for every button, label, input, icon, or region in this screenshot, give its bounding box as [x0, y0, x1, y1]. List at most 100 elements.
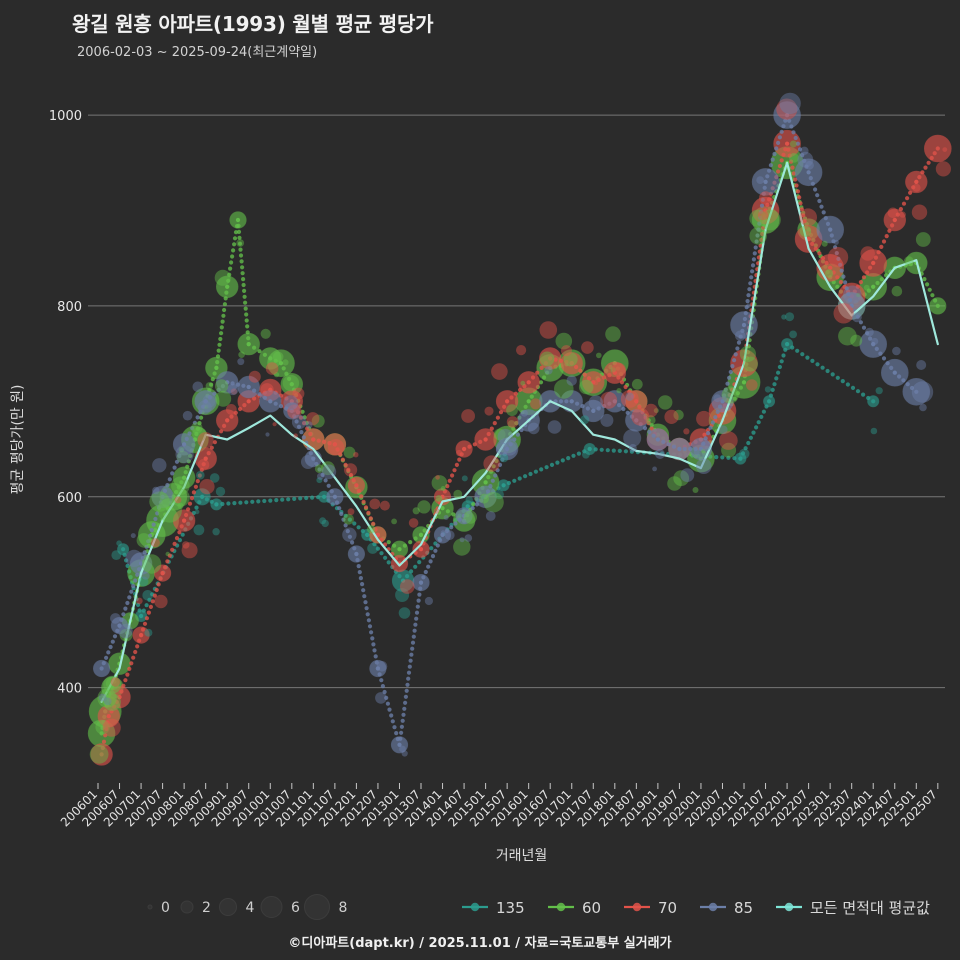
series-dot [350, 540, 355, 545]
series-dot [347, 534, 352, 539]
bubble-marker [301, 455, 315, 469]
bubble-marker [827, 247, 849, 268]
bubble-marker [805, 160, 814, 170]
chart-legend[interactable]: 0 2 4 6 8 135 60 70 85 모든 면적대 평균값 [0, 888, 960, 928]
series-dot [861, 325, 867, 330]
series-dot [776, 169, 781, 174]
bubble-marker [850, 334, 863, 347]
bubble-marker [287, 404, 302, 419]
legend-size-bubble[interactable] [147, 904, 153, 910]
bubble-marker [720, 396, 727, 403]
bubble-marker [631, 407, 650, 426]
series-dot [549, 462, 555, 467]
bubble-marker [459, 537, 465, 543]
bubble-marker [230, 388, 238, 395]
bubble-marker [182, 541, 190, 549]
series-dot [423, 569, 428, 575]
bubble-marker [743, 356, 758, 372]
series-dot [194, 505, 199, 510]
series-dot [825, 368, 830, 374]
legend-series-marker[interactable] [556, 902, 566, 912]
bubble-marker [181, 542, 198, 559]
series-dot [409, 652, 414, 657]
series-dot [810, 358, 815, 363]
series-dot [103, 733, 108, 738]
legend-series-marker[interactable] [784, 902, 794, 912]
series-dot [124, 558, 129, 563]
series-dot [209, 382, 214, 387]
series-dot [172, 465, 177, 470]
series-dot [406, 670, 412, 675]
series-dot [155, 511, 160, 516]
series-dot [167, 477, 172, 482]
series-dot [417, 592, 422, 597]
bubble-marker [464, 534, 473, 542]
bubble-marker [751, 168, 780, 196]
series-dot [756, 420, 761, 425]
series-dot [408, 540, 413, 545]
bubble-marker [887, 207, 899, 219]
bubble-marker [272, 351, 284, 363]
series-dot [777, 135, 783, 140]
bubble-marker [283, 395, 299, 411]
bubble-marker [142, 590, 153, 601]
bubble-marker [700, 440, 711, 452]
legend-size-label: 2 [202, 900, 211, 916]
bubble-marker [347, 508, 355, 516]
bubble-marker [102, 698, 110, 706]
legend-series-marker[interactable] [632, 902, 642, 912]
bubble-marker [431, 475, 448, 491]
bubble-marker [453, 489, 463, 499]
series-dot [212, 440, 217, 445]
series-dot [539, 467, 544, 472]
bubble-marker [483, 492, 504, 513]
bubble-marker [683, 428, 690, 435]
series-dot [136, 602, 141, 608]
bubble-marker [852, 312, 862, 323]
series-dot [364, 606, 369, 611]
bubble-marker [110, 613, 121, 624]
series-dot [528, 471, 533, 477]
series-dot [244, 318, 249, 323]
bubble-marker [582, 371, 605, 394]
series-dot [379, 678, 384, 683]
legend-size-bubble[interactable] [304, 894, 330, 920]
series-dot [228, 266, 233, 271]
series-dot [129, 661, 134, 666]
legend-size-bubble[interactable] [260, 896, 283, 918]
series-dot [861, 392, 866, 397]
bubble-marker [919, 403, 927, 412]
bubble-marker [596, 352, 602, 359]
series-dot [728, 369, 733, 375]
bubble-marker [227, 383, 239, 396]
series-dot [232, 236, 238, 241]
series-dot [221, 313, 226, 318]
series-dot [197, 473, 202, 478]
bubble-marker [646, 428, 670, 451]
bubble-marker [494, 489, 504, 500]
series-dot [760, 231, 765, 237]
bubble-marker [779, 92, 801, 115]
bubble-marker [265, 362, 279, 375]
bubble-marker [111, 550, 122, 560]
legend-series-marker[interactable] [708, 902, 718, 912]
bubble-marker [912, 183, 921, 192]
series-dot [237, 241, 243, 246]
series-dot [400, 718, 405, 723]
series-dot [772, 382, 777, 387]
series-dot [840, 379, 845, 384]
legend-size-bubble[interactable] [219, 898, 237, 916]
legend-series-marker[interactable] [470, 902, 480, 912]
series-dot [154, 587, 159, 593]
series-dot [793, 135, 798, 141]
series-dot [165, 559, 170, 564]
series-dot [352, 521, 357, 526]
bubble-marker [883, 208, 907, 232]
series-dot [881, 239, 887, 244]
bubble-marker [306, 412, 320, 426]
bubble-marker [942, 147, 948, 153]
series-dot [317, 467, 322, 472]
series-dot [125, 563, 130, 569]
legend-size-bubble[interactable] [180, 900, 194, 914]
bubble-marker [321, 519, 329, 528]
